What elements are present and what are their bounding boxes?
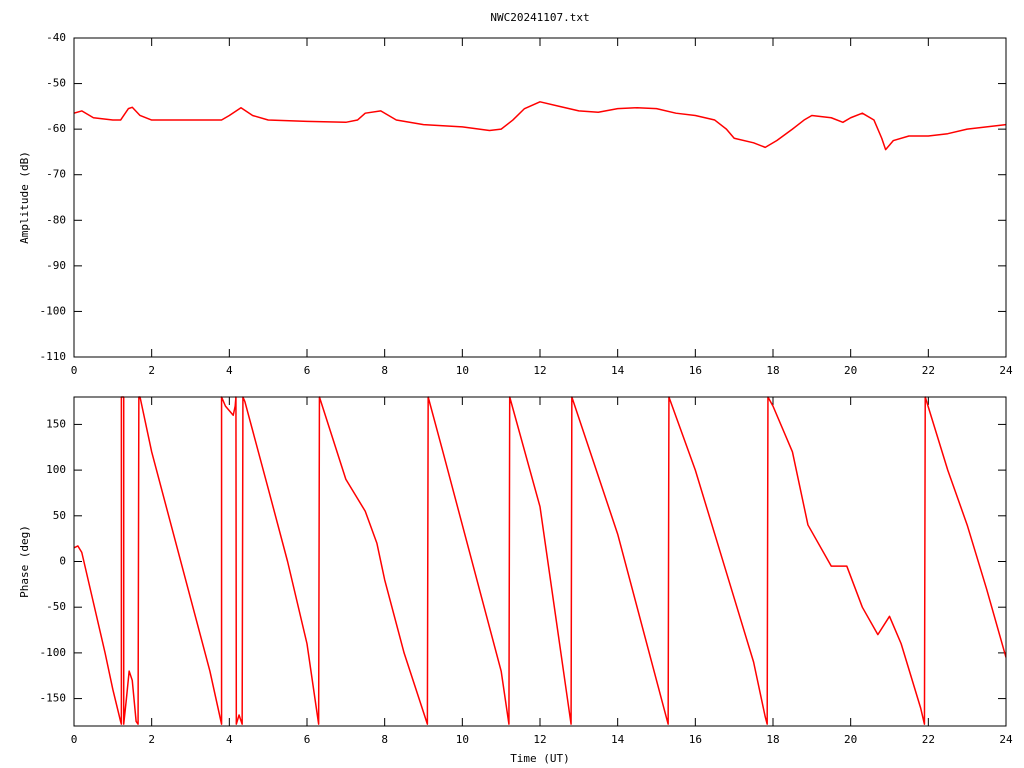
y-tick-label: -150 (40, 692, 67, 705)
y-tick-label: -100 (40, 304, 67, 317)
y-tick-label: -110 (40, 350, 67, 363)
y-tick-label: -80 (46, 213, 66, 226)
y-tick-label: -90 (46, 259, 66, 272)
y-tick-label: -70 (46, 168, 66, 181)
y-tick-label: -50 (46, 77, 66, 90)
x-tick-label: 6 (304, 364, 311, 377)
x-tick-label: 14 (611, 364, 625, 377)
data-line (74, 396, 1006, 725)
x-tick-label: 22 (922, 733, 935, 746)
x-tick-label: 24 (999, 364, 1013, 377)
x-tick-label: 18 (766, 364, 779, 377)
x-tick-label: 2 (148, 364, 155, 377)
x-tick-label: 20 (844, 733, 857, 746)
x-tick-label: 10 (456, 364, 469, 377)
x-tick-label: 22 (922, 364, 935, 377)
x-tick-label: 20 (844, 364, 857, 377)
x-tick-label: 10 (456, 733, 469, 746)
y-tick-label: 100 (46, 463, 66, 476)
data-line (74, 101, 1006, 151)
x-tick-label: 0 (71, 733, 78, 746)
y-axis-label: Phase (deg) (18, 525, 31, 598)
y-tick-label: -100 (40, 646, 67, 659)
x-tick-label: 4 (226, 364, 233, 377)
y-tick-label: -50 (46, 600, 66, 613)
y-axis-label: Amplitude (dB) (18, 151, 31, 244)
x-axis-label: Time (UT) (510, 752, 570, 765)
x-tick-label: 4 (226, 733, 233, 746)
x-tick-label: 24 (999, 733, 1013, 746)
y-tick-label: 0 (59, 555, 66, 568)
x-tick-label: 18 (766, 733, 779, 746)
x-tick-label: 12 (533, 733, 546, 746)
y-tick-label: 50 (53, 509, 66, 522)
x-tick-label: 6 (304, 733, 311, 746)
x-tick-label: 2 (148, 733, 155, 746)
x-tick-label: 16 (689, 733, 702, 746)
x-tick-label: 8 (381, 364, 388, 377)
y-tick-label: -60 (46, 122, 66, 135)
x-tick-label: 0 (71, 364, 78, 377)
plot-frame (73, 37, 1007, 358)
x-tick-label: 14 (611, 733, 625, 746)
plot-frame (73, 396, 1007, 727)
y-tick-label: -40 (46, 31, 66, 44)
y-tick-label: 150 (46, 417, 66, 430)
x-tick-label: 8 (381, 733, 388, 746)
x-tick-label: 12 (533, 364, 546, 377)
x-tick-label: 16 (689, 364, 702, 377)
chart-title: NWC20241107.txt (490, 11, 589, 24)
